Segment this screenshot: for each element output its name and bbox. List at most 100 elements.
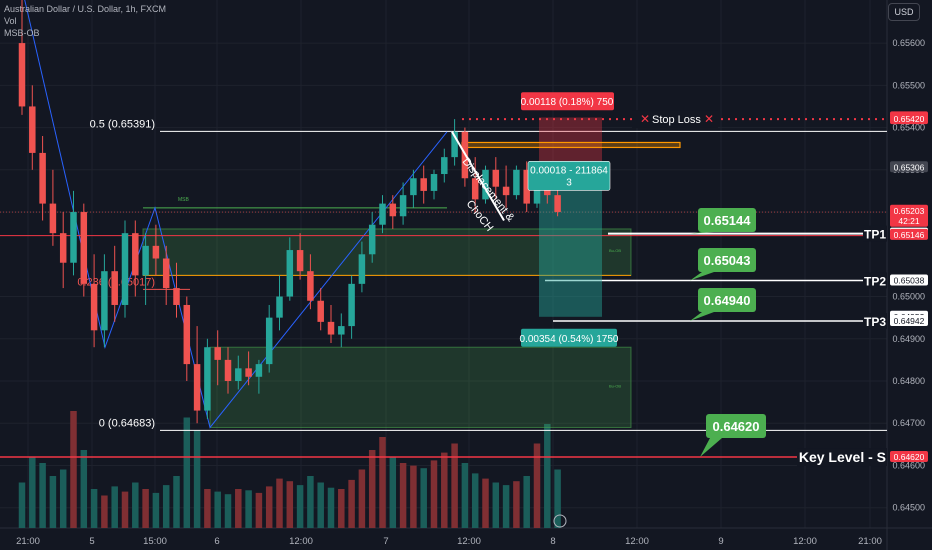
key-level-value: 0.64620	[713, 419, 760, 434]
currency-button[interactable]: USD	[888, 3, 920, 21]
candle-body	[142, 245, 149, 276]
target-name-tp2: TP2	[864, 274, 886, 288]
volume-bar	[39, 463, 46, 528]
volume-bar	[132, 482, 139, 528]
candle-body	[276, 296, 283, 318]
x-tick-label: 8	[550, 536, 555, 547]
volume-bar	[399, 463, 407, 528]
key-level-label: Key Level - S	[799, 449, 886, 465]
price-badge-bg	[890, 113, 928, 125]
msb-ob-indicator-label[interactable]: MSB-OB	[4, 28, 40, 38]
x-tick-label: 9	[718, 536, 723, 547]
target-value-bg-tp1	[698, 208, 756, 232]
volume-bar	[142, 489, 149, 528]
y-tick-label: 0.64900	[892, 334, 925, 344]
volume-bar	[265, 486, 273, 528]
volume-bar	[29, 456, 36, 528]
displacement-line	[451, 131, 505, 221]
candle-body	[430, 174, 438, 191]
volume-bar	[379, 437, 386, 528]
x-tick-label: 12:00	[793, 536, 817, 547]
upper-ob-label: Bu-OB	[609, 248, 621, 253]
volume-bar	[162, 485, 170, 528]
volume-bar	[389, 456, 397, 528]
x-tick-label: 15:00	[143, 536, 167, 547]
volume-bar	[121, 491, 129, 528]
volume-bar	[368, 450, 376, 528]
candle-body	[90, 283, 98, 331]
volume-bar	[193, 430, 201, 528]
candle-body	[29, 106, 36, 153]
stop-loss-x-icon: ✕	[704, 112, 714, 126]
candle-body	[533, 178, 541, 204]
candle-body	[101, 271, 108, 331]
volume-bar	[235, 489, 242, 528]
volume-bar	[338, 489, 345, 528]
candle-body	[399, 195, 407, 217]
price-badge: 0.65306	[894, 162, 925, 172]
candle-body	[389, 203, 397, 217]
price-badge-bg	[890, 315, 928, 327]
volume-bar	[173, 476, 180, 528]
volume-bar	[224, 494, 232, 528]
price-badge: 0.64942	[894, 316, 925, 326]
target-callout-tp1	[690, 232, 714, 234]
lower-ob-zone	[209, 346, 632, 428]
y-tick-label: 0.65500	[892, 80, 925, 90]
x-tick-label: 7	[383, 536, 388, 547]
volume-bar	[255, 492, 263, 528]
stop-loss-label-bg	[632, 110, 718, 129]
volume-bar	[441, 452, 448, 528]
price-badge-countdown: 42:21	[898, 216, 920, 226]
volume-bar	[430, 460, 438, 528]
candle-body	[317, 300, 324, 322]
fib-level-label: 0 (0.64683)	[99, 417, 155, 429]
volume-bar	[18, 482, 26, 528]
key-level-callout	[700, 438, 722, 458]
candle-body	[111, 271, 118, 305]
candle-body	[296, 250, 304, 272]
symbol-title[interactable]: Australian Dollar / U.S. Dollar, 1h, FXC…	[4, 4, 167, 14]
price-badge: 0.65420	[894, 114, 925, 124]
candle-body	[348, 283, 355, 327]
volume-bar	[70, 411, 77, 528]
msb-label: MSB	[178, 197, 190, 203]
key-level-value-bg	[706, 414, 766, 438]
target-name-tp1: TP1	[864, 228, 886, 242]
candle-body	[121, 233, 129, 305]
volume-bar	[327, 487, 335, 528]
candle-body	[420, 178, 427, 191]
replay-icon	[553, 514, 567, 528]
candle-body	[451, 131, 458, 158]
candle-body	[59, 233, 67, 263]
key-level-label-bg	[797, 448, 887, 467]
risk-label-bg	[521, 92, 614, 111]
volume-indicator-label[interactable]: Vol	[4, 16, 17, 26]
x-tick-label: 6	[214, 536, 219, 547]
volume-bar	[245, 490, 252, 528]
candle-body	[554, 195, 561, 213]
position-tooltip-bg	[527, 161, 611, 191]
volume-bar	[183, 417, 191, 528]
volume-bar	[152, 492, 160, 528]
lower-ob-label: Bu-OB	[609, 383, 621, 388]
volume-bar	[544, 424, 551, 528]
volume-bar	[49, 476, 57, 528]
price-badge-bg	[890, 228, 928, 240]
y-tick-label: 0.64800	[892, 376, 925, 386]
candle-body	[471, 178, 479, 200]
candle-body	[183, 304, 191, 365]
position-tooltip-line2: 3	[566, 177, 572, 188]
reward-label: 0.00354 (0.54%) 1750	[520, 334, 619, 345]
target-value-tp2: 0.65043	[704, 253, 751, 268]
price-badge: 0.65146	[894, 230, 925, 240]
target-value-tp1: 0.65144	[704, 213, 752, 228]
x-tick-label: 5	[89, 536, 94, 547]
candle-body	[523, 169, 530, 204]
candle-body	[70, 212, 77, 263]
candle-body	[214, 347, 221, 360]
target-callout-tp3	[690, 312, 714, 322]
target-value-bg-tp2	[698, 248, 756, 272]
y-tick-label: 0.65600	[892, 38, 925, 48]
